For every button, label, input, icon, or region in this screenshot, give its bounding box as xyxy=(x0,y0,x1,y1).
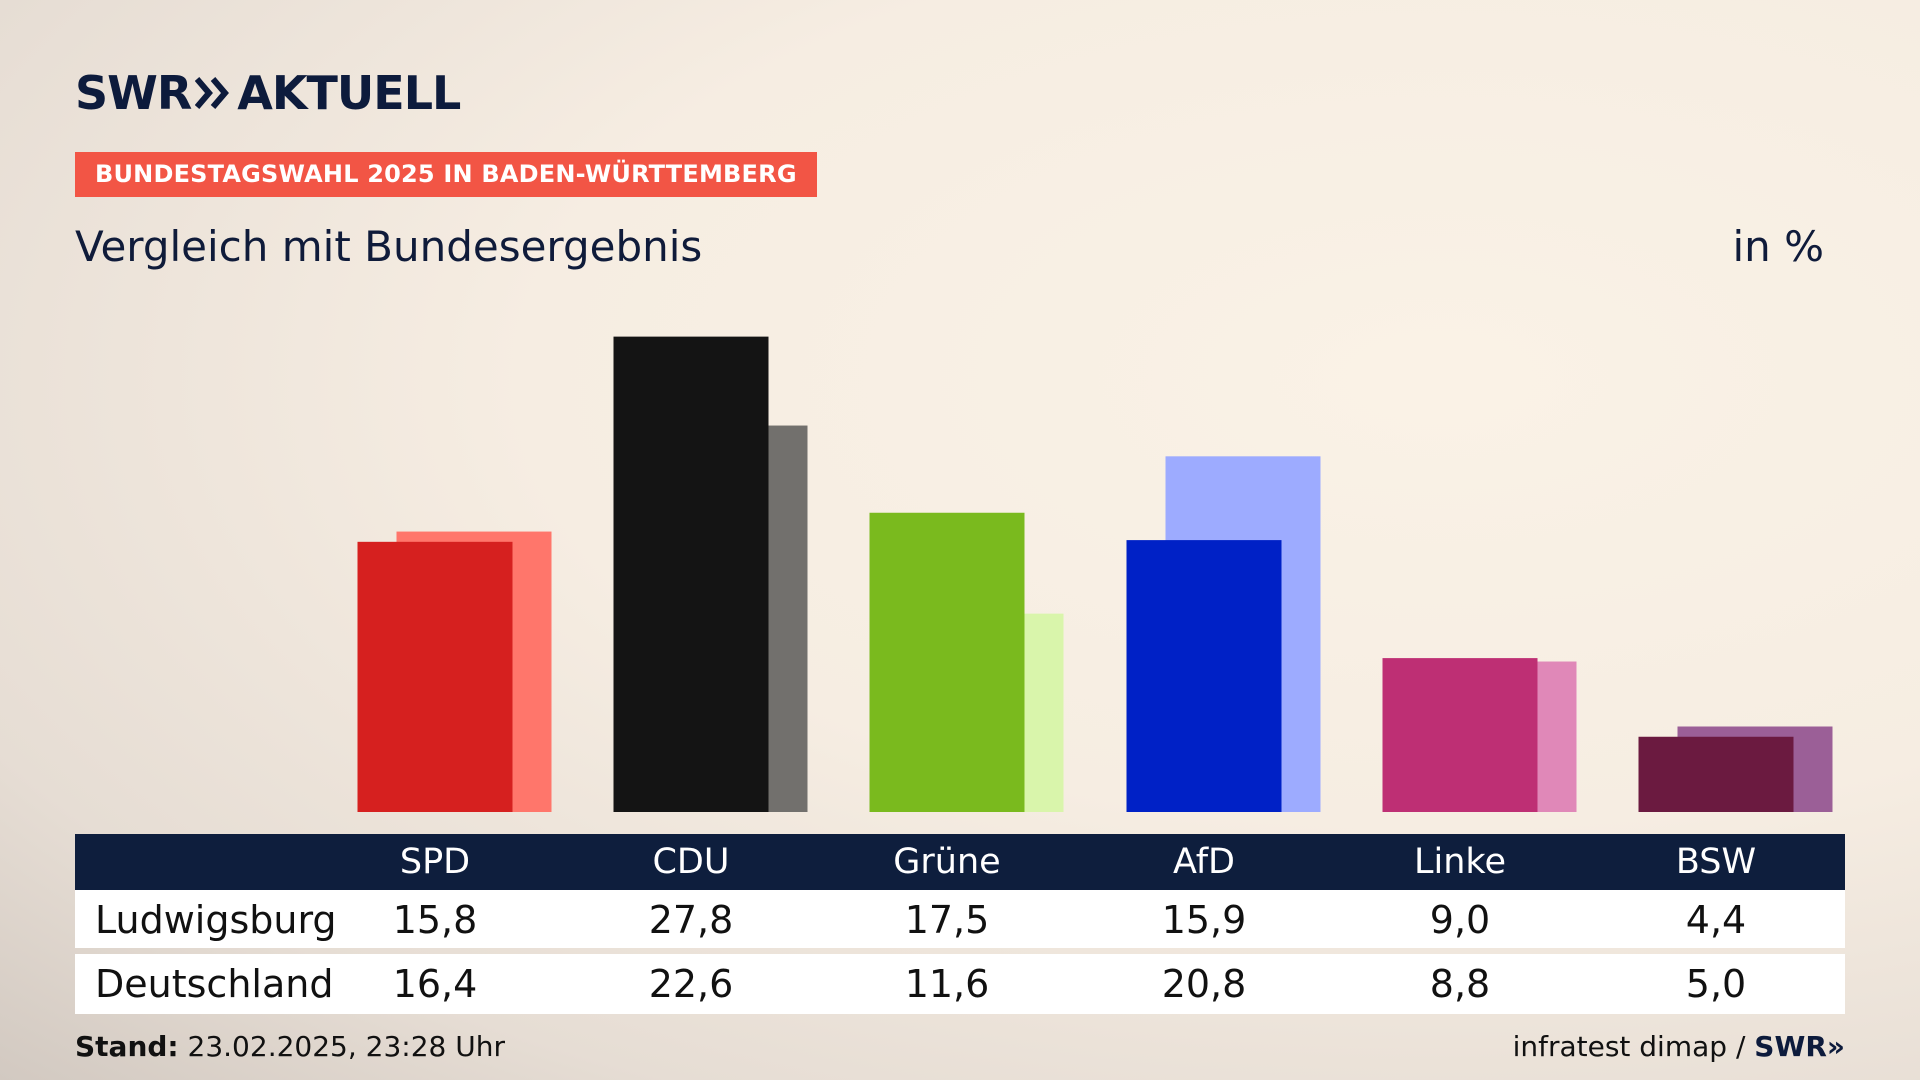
stand-label: Stand: xyxy=(75,1030,179,1063)
source-brand: SWR» xyxy=(1754,1030,1845,1063)
value-ludwigsburg-cdu: 27,8 xyxy=(648,898,734,942)
value-deutschland-linke: 8,8 xyxy=(1429,962,1491,1006)
party-label-gr-ne: Grüne xyxy=(893,842,1001,882)
chart-subtitle: Vergleich mit Bundesergebnis xyxy=(75,222,703,271)
bar-ludwigsburg-bsw xyxy=(1638,736,1794,812)
swr-aktuell-logo: SWR AKTUELL xyxy=(75,66,461,120)
party-label-spd: SPD xyxy=(399,842,471,882)
table-row-ludwigsburg: Ludwigsburg 15,8 27,8 17,5 15,9 9,0 4,4 xyxy=(75,890,1845,948)
value-deutschland-afd: 20,8 xyxy=(1161,962,1247,1006)
party-label-cdu: CDU xyxy=(652,842,730,882)
party-label-bsw: BSW xyxy=(1675,842,1757,882)
value-deutschland-cdu: 22,6 xyxy=(648,962,734,1006)
table-header-row: SPD CDU Grüne AfD Linke BSW xyxy=(75,834,1845,890)
bar-ludwigsburg-cdu xyxy=(613,336,769,812)
double-chevron-icon xyxy=(195,77,230,109)
value-ludwigsburg-bsw: 4,4 xyxy=(1685,898,1747,942)
bar-ludwigsburg-linke xyxy=(1382,658,1538,812)
value-ludwigsburg-afd: 15,9 xyxy=(1161,898,1247,942)
party-label-linke: Linke xyxy=(1414,842,1506,882)
source-text: infratest dimap / xyxy=(1512,1030,1746,1063)
value-ludwigsburg-gr-ne: 17,5 xyxy=(904,898,990,942)
row-label-ludwigsburg: Ludwigsburg xyxy=(95,898,337,942)
logo-swr-text: SWR xyxy=(75,66,192,120)
unit-label: in % xyxy=(1732,222,1824,271)
bar-ludwigsburg-spd xyxy=(357,541,513,812)
value-deutschland-spd: 16,4 xyxy=(392,962,478,1006)
table-row-deutschland: Deutschland 16,4 22,6 11,6 20,8 8,8 5,0 xyxy=(75,954,1845,1014)
value-deutschland-bsw: 5,0 xyxy=(1685,962,1747,1006)
bar-ludwigsburg-afd xyxy=(1126,540,1282,812)
row-label-deutschland: Deutschland xyxy=(95,962,334,1006)
stand-value: 23.02.2025, 23:28 Uhr xyxy=(187,1030,505,1063)
value-deutschland-gr-ne: 11,6 xyxy=(904,962,990,1006)
logo-aktuell-text: AKTUELL xyxy=(237,66,461,120)
election-banner: BUNDESTAGSWAHL 2025 IN BADEN-WÜRTTEMBERG xyxy=(75,152,817,197)
timestamp: Stand: 23.02.2025, 23:28 Uhr xyxy=(75,1030,505,1063)
value-ludwigsburg-spd: 15,8 xyxy=(392,898,478,942)
results-table: SPD CDU Grüne AfD Linke BSW Ludwigsburg 15,8 2… xyxy=(75,834,1845,1014)
party-label-afd: AfD xyxy=(1173,842,1235,882)
value-ludwigsburg-linke: 9,0 xyxy=(1429,898,1491,942)
bar-ludwigsburg-gr-ne xyxy=(869,512,1025,812)
source-credit: infratest dimap / SWR» xyxy=(1513,1030,1845,1063)
